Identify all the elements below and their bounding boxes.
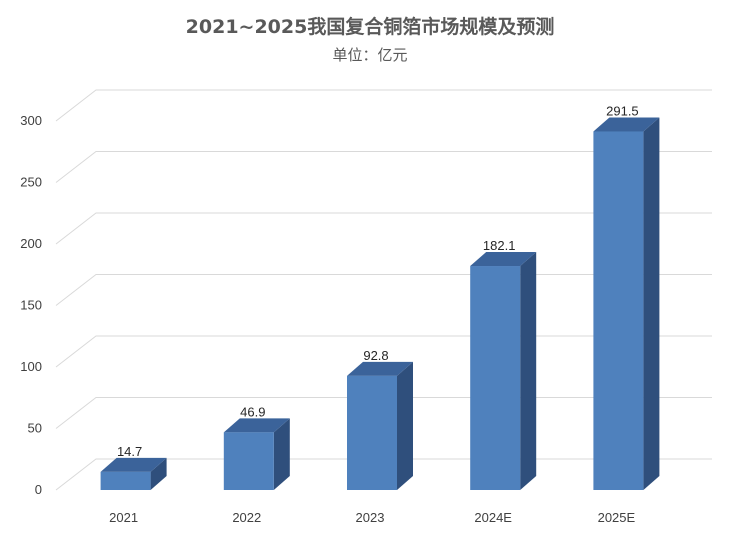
- x-tick-label: 2024E: [474, 510, 512, 525]
- data-label: 291.5: [606, 103, 639, 118]
- bar-side: [397, 361, 413, 490]
- y-tick-label: 300: [20, 113, 42, 128]
- gridline: [55, 212, 712, 245]
- bar: [593, 117, 660, 490]
- y-tick-label: 200: [20, 236, 42, 251]
- y-tick-label: 100: [20, 359, 42, 374]
- bar-front: [100, 471, 151, 490]
- y-axis: 0 50 100 150 200 250 300: [20, 113, 42, 497]
- bar-front: [470, 266, 521, 490]
- bar-front: [593, 131, 644, 490]
- bar-top: [223, 418, 290, 433]
- chart-subtitle: 单位：亿元: [332, 46, 407, 64]
- x-tick-label: 2022: [232, 510, 261, 525]
- gridline: [55, 151, 712, 183]
- x-tick-label: 2021: [109, 510, 138, 525]
- bar-top: [347, 361, 413, 376]
- gridlines: [55, 89, 712, 491]
- y-tick-label: 0: [35, 482, 42, 497]
- bar: [100, 457, 167, 490]
- data-label: 182.1: [483, 238, 516, 253]
- bar-top: [593, 117, 660, 132]
- x-tick-label: 2025E: [598, 510, 636, 525]
- bar: [223, 418, 290, 490]
- x-axis: 2021 2022 2023 2024E 2025E: [109, 510, 635, 525]
- data-label: 46.9: [240, 404, 265, 419]
- bars: [100, 117, 660, 490]
- data-label: 92.8: [363, 348, 388, 363]
- bar-top: [100, 457, 167, 472]
- bar: [470, 252, 537, 490]
- bar-side: [643, 117, 660, 490]
- gridline: [55, 89, 712, 122]
- data-label: 14.7: [117, 444, 142, 459]
- y-tick-label: 150: [20, 298, 42, 313]
- bar-front: [223, 432, 274, 490]
- bar-front: [347, 375, 397, 490]
- bar-side: [520, 252, 537, 490]
- bar: [347, 361, 413, 490]
- y-tick-label: 50: [28, 421, 42, 436]
- bar-side: [150, 457, 167, 490]
- bar-side: [273, 418, 290, 490]
- x-tick-label: 2023: [356, 510, 385, 525]
- bar-top: [470, 252, 537, 267]
- data-labels: 14.7 46.9 92.8 182.1 291.5: [117, 103, 639, 458]
- chart-title: 2021~2025我国复合铜箔市场规模及预测: [186, 15, 555, 38]
- y-tick-label: 250: [20, 175, 42, 190]
